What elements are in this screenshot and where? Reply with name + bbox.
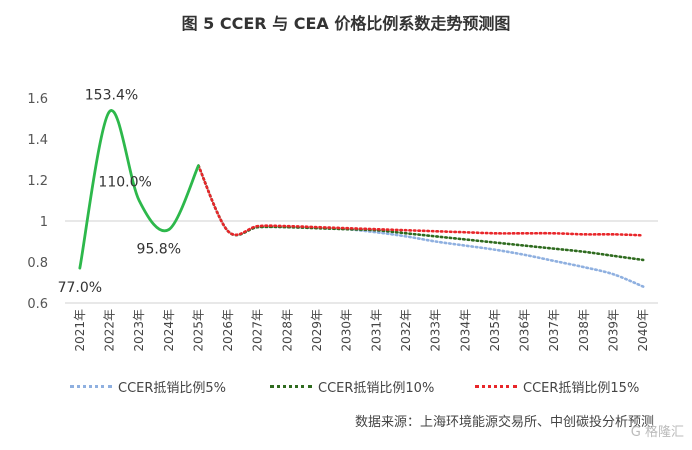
- legend-label-ccer15: CCER抵销比例15%: [523, 381, 640, 396]
- x-tick-label: 2023年: [132, 309, 146, 352]
- x-tick-label: 2039年: [607, 309, 621, 352]
- data-label: 77.0%: [58, 280, 102, 296]
- legend-item-ccer5: CCER抵销比例5%: [70, 377, 226, 396]
- legend: CCER抵销比例5% CCER抵销比例10% CCER抵销比例15%: [70, 377, 670, 397]
- y-tick-label: 1.2: [27, 174, 48, 189]
- data-label: 110.0%: [98, 175, 151, 191]
- legend-swatch-ccer15: [475, 385, 517, 388]
- x-tick-label: 2031年: [369, 309, 383, 352]
- x-tick-label: 2028年: [280, 309, 294, 352]
- legend-item-ccer15: CCER抵销比例15%: [475, 377, 639, 396]
- x-tick-label: 2036年: [518, 309, 532, 352]
- x-tick-label: 2025年: [191, 309, 205, 352]
- x-tick-label: 2037年: [547, 309, 561, 352]
- legend-swatch-ccer10: [270, 385, 312, 388]
- series-line-ccer15: [197, 164, 645, 237]
- data-label: 95.8%: [137, 242, 181, 258]
- x-tick-label: 2038年: [577, 309, 591, 352]
- chart-title: 图 5 CCER 与 CEA 价格比例系数走势预测图: [181, 14, 511, 33]
- y-tick-label: 0.6: [27, 297, 48, 312]
- legend-label-ccer10: CCER抵销比例10%: [318, 381, 435, 396]
- series-line-ccer10: [197, 164, 645, 262]
- legend-label-ccer5: CCER抵销比例5%: [118, 381, 227, 396]
- x-tick-label: 2027年: [251, 309, 265, 352]
- data-label: 153.4%: [85, 88, 138, 104]
- legend-swatch-ccer5: [70, 385, 112, 388]
- x-tick-label: 2026年: [221, 309, 235, 352]
- legend-item-ccer10: CCER抵销比例10%: [270, 377, 434, 396]
- x-tick-label: 2024年: [162, 309, 176, 352]
- x-tick-label: 2040年: [636, 309, 650, 352]
- y-tick-label: 1.6: [27, 92, 48, 107]
- x-tick-label: 2032年: [399, 309, 413, 352]
- y-tick-label: 1: [40, 215, 48, 230]
- y-tick-label: 1.4: [27, 133, 48, 148]
- x-tick-label: 2033年: [429, 309, 443, 352]
- x-tick-label: 2035年: [488, 309, 502, 352]
- x-tick-label: 2022年: [102, 309, 116, 352]
- series-line-historical: [78, 109, 200, 270]
- watermark-logo: G 格隆汇: [630, 425, 684, 440]
- y-tick-label: 0.8: [27, 256, 48, 271]
- x-tick-label: 2029年: [310, 309, 324, 352]
- x-tick-label: 2021年: [73, 309, 87, 352]
- data-source-note: 数据来源：上海环境能源交易所、中创碳投分析预测: [354, 415, 654, 430]
- x-tick-label: 2034年: [458, 309, 472, 352]
- x-tick-label: 2030年: [340, 309, 354, 352]
